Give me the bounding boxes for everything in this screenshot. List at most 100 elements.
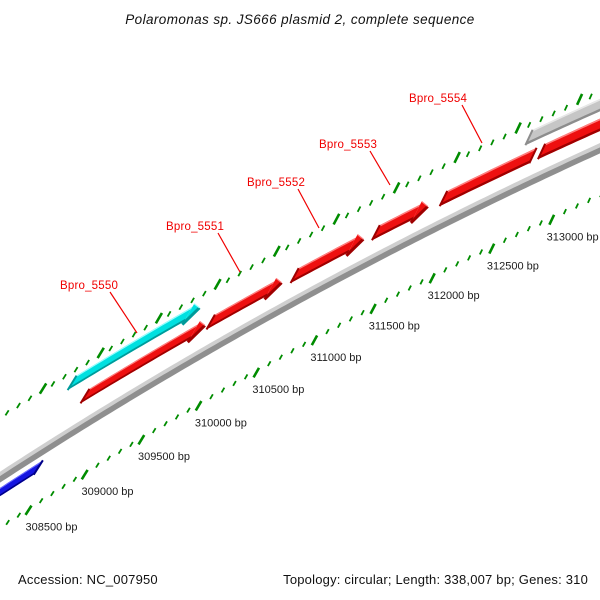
- ruler-label: 311000 bp: [310, 352, 361, 364]
- gene-arrow-red[interactable]: [537, 94, 600, 160]
- gene-end-cap: [79, 388, 91, 404]
- ruler-label: 308500 bp: [26, 522, 78, 534]
- gene-arrow-bpro_5553[interactable]: [371, 200, 429, 241]
- ruler-tick-inner: [395, 291, 401, 297]
- ruler-tick-outer: [368, 199, 374, 207]
- gene-highlight: [0, 460, 43, 490]
- ruler-tick-inner: [106, 455, 111, 462]
- ruler-tick-outer: [73, 366, 79, 373]
- ruler-tick-outer: [96, 347, 105, 359]
- gene-shadow: [80, 336, 192, 404]
- ruler-tick-inner: [5, 519, 10, 526]
- gene-body: [537, 118, 600, 160]
- ruler-tick-inner: [80, 469, 89, 480]
- ruler-tick-rings: 308500 bp 309000 bp 309500 bp 310000 bp 3105…: [4, 93, 600, 534]
- gene-arrow-bpro_5550[interactable]: [79, 320, 206, 404]
- ruler-tick-outer: [225, 277, 231, 284]
- ruler-tick-outer: [575, 93, 584, 106]
- gene-highlight: [446, 147, 537, 194]
- ruler-tick-outer: [417, 175, 422, 182]
- ruler-tick-inner: [502, 237, 507, 244]
- gene-body: [290, 237, 356, 284]
- gene-label-bpro_5551[interactable]: Bpro_5551: [166, 221, 241, 273]
- ruler-tick-inner: [562, 208, 567, 215]
- ruler-tick-outer: [62, 373, 67, 380]
- ruler-tick-outer: [143, 324, 149, 331]
- ruler-tick-outer: [429, 169, 434, 176]
- ruler-label: 313000 bp: [547, 232, 599, 244]
- ruler-tick-inner: [455, 260, 460, 267]
- gene-label-text: Bpro_5554: [409, 93, 467, 105]
- ruler-tick-inner: [72, 476, 78, 483]
- ruler-tick-inner: [587, 197, 592, 204]
- ruler-tick-inner: [163, 420, 168, 427]
- ruler-tick-outer: [539, 116, 544, 123]
- ruler-tick-inner: [61, 483, 66, 490]
- ruler-tick-outer: [272, 245, 281, 258]
- ruler-tick-outer: [38, 382, 48, 395]
- ruler-tick-inner: [290, 347, 295, 354]
- gene-body: [439, 147, 537, 207]
- gene-shadow: [525, 108, 600, 146]
- ruler-tick-inner: [209, 393, 214, 400]
- ruler-tick-inner: [407, 285, 412, 291]
- gene-label-bpro_5552[interactable]: Bpro_5552: [247, 177, 320, 229]
- gene-arrow-bpro_5551[interactable]: [205, 277, 283, 330]
- gene-label-bpro_5553[interactable]: Bpro_5553: [319, 139, 391, 186]
- ruler-tick-inner: [325, 328, 330, 335]
- ruler-tick-inner: [478, 249, 484, 255]
- arrowhead-highlight-edge: [199, 320, 206, 326]
- ruler-tick-inner: [243, 373, 249, 380]
- gene-shadow: [372, 216, 415, 241]
- gene-arrow-bpro_5550[interactable]: [66, 303, 201, 391]
- sequence-backbone: [0, 147, 600, 483]
- ruler-tick-outer: [563, 104, 569, 111]
- ruler-label: 310000 bp: [195, 417, 247, 429]
- ruler-tick-inner: [514, 231, 519, 238]
- ruler-tick-outer: [490, 139, 495, 146]
- gene-label-text: Bpro_5552: [247, 177, 305, 189]
- ruler-tick-inner: [137, 434, 146, 446]
- arrowhead-highlight-edge: [193, 303, 200, 309]
- ruler-tick-inner: [152, 427, 157, 434]
- gene-label-bpro_5554[interactable]: Bpro_5554: [409, 93, 483, 144]
- ruler-label: 309000 bp: [81, 486, 133, 498]
- ruler-tick-outer: [50, 380, 56, 387]
- ruler-tick-outer: [356, 206, 362, 213]
- gene-label-bpro_5550[interactable]: Bpro_5550: [60, 280, 138, 334]
- gene-arrow-bpro_5552[interactable]: [289, 234, 365, 284]
- gene-highlight: [531, 98, 600, 132]
- ruler-label: 311500 bp: [369, 321, 420, 333]
- ruler-tick-outer: [296, 237, 302, 245]
- gene-end-cap: [528, 147, 538, 164]
- arrowhead-shadow-edge: [409, 205, 429, 224]
- arrowhead-shadow-edge: [181, 306, 201, 326]
- gene-shadow: [0, 471, 36, 497]
- ruler-tick-inner: [310, 334, 319, 346]
- gene-shadow: [206, 293, 268, 330]
- gene-arrow-bpro_5554[interactable]: [438, 147, 538, 207]
- ruler-tick-inner: [232, 380, 237, 387]
- ruler-tick-outer: [27, 395, 33, 402]
- ruler-tick-inner: [538, 220, 543, 226]
- gene-end-cap: [289, 267, 300, 284]
- map-title: Polaromonas sp. JS666 plasmid 2, complet…: [125, 12, 475, 27]
- ruler-tick-outer: [344, 212, 350, 219]
- label-leader-line: [109, 291, 138, 334]
- ruler-tick-outer: [453, 151, 461, 164]
- gene-arrow-blue[interactable]: [0, 459, 44, 523]
- gene-label-text: Bpro_5551: [166, 221, 224, 233]
- ruler-tick-inner: [129, 441, 134, 448]
- label-leader-line: [461, 104, 483, 144]
- gene-end-cap: [205, 314, 216, 330]
- ruler-tick-outer: [4, 409, 10, 416]
- ruler-tick-inner: [337, 322, 342, 329]
- ruler-tick-outer: [85, 359, 90, 366]
- gene-body: [0, 460, 43, 497]
- gene-arrow-gray[interactable]: [524, 78, 600, 146]
- ruler-tick-inner: [252, 367, 261, 379]
- ruler-tick-inner: [301, 341, 307, 348]
- ruler-tick-inner: [348, 316, 353, 322]
